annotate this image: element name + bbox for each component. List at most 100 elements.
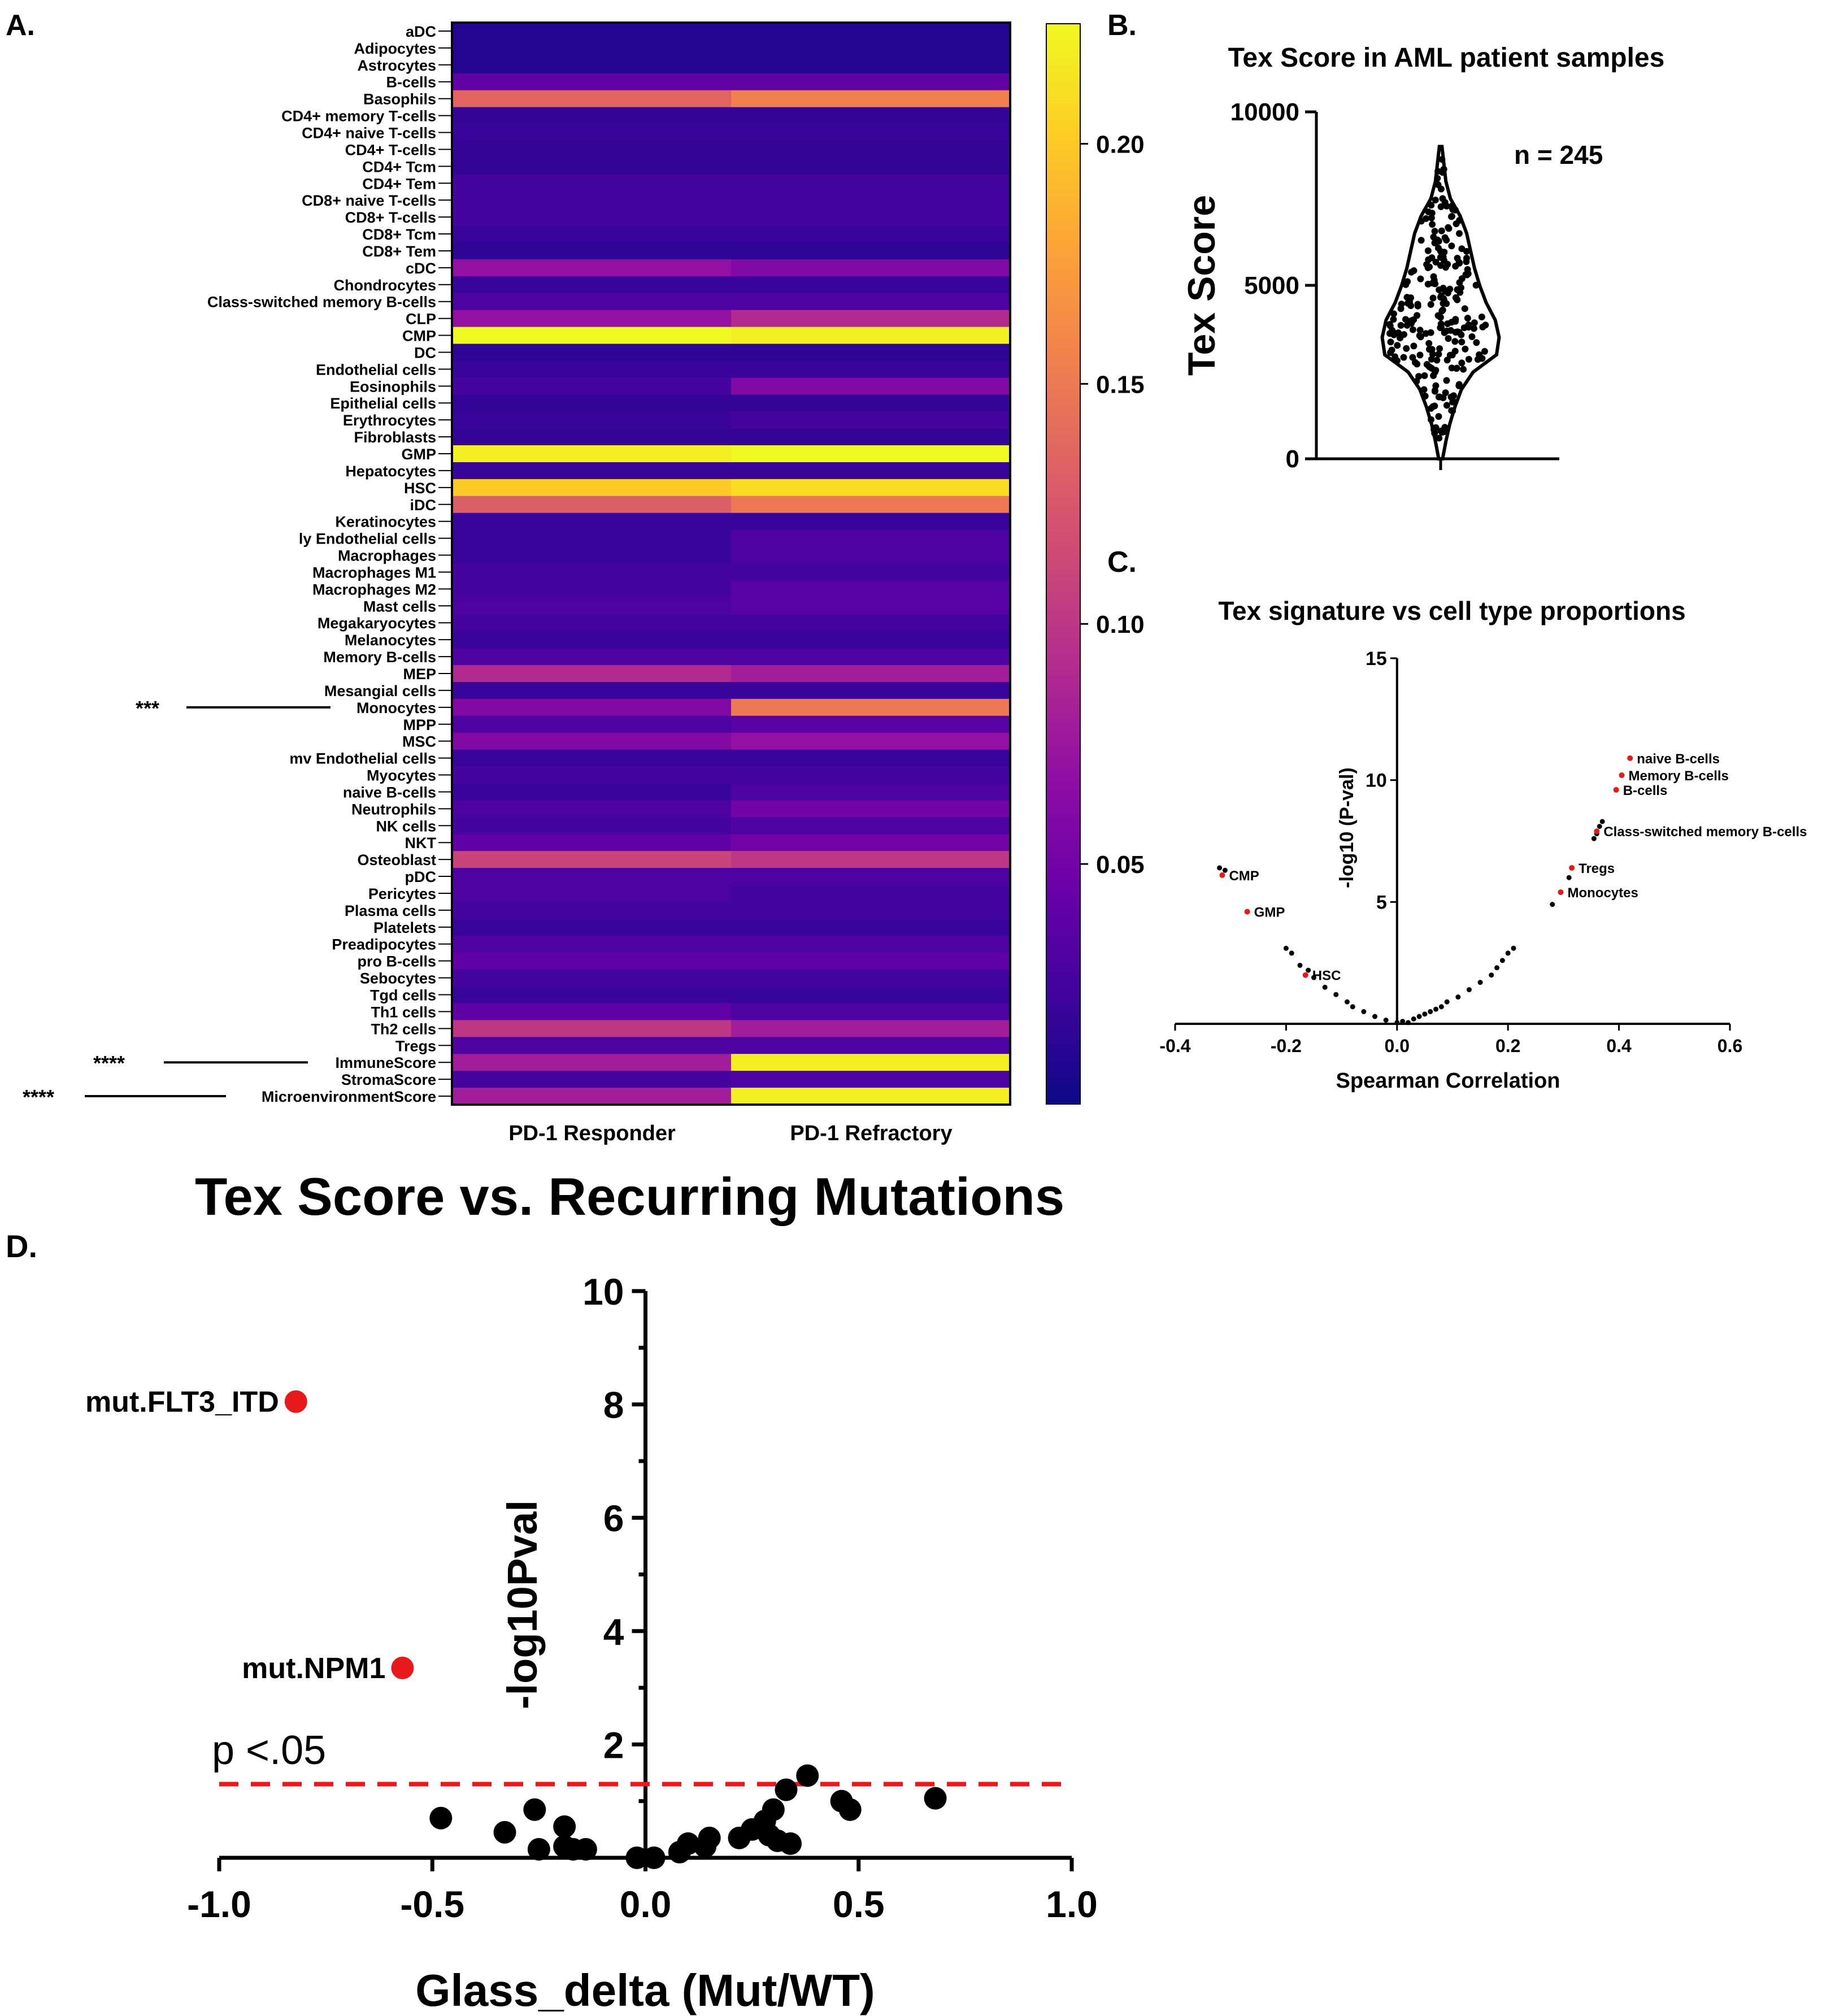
panel-c-point — [1372, 1014, 1378, 1019]
panel-d-point — [796, 1764, 819, 1787]
panel-c-y-tick-label: 5 — [1376, 892, 1387, 913]
panel-d-y-tick-label: 4 — [603, 1611, 624, 1653]
panel-d-highlight-point — [391, 1656, 414, 1679]
panel-c: C. Tex signature vs cell type proportion… — [1107, 546, 1807, 1093]
heatmap-row-label: CD8+ Tcm — [362, 226, 436, 243]
violin-dot — [1422, 215, 1429, 222]
violin-dot — [1427, 301, 1434, 308]
panel-a-letter: A. — [6, 9, 35, 42]
heatmap-cell — [731, 411, 1010, 429]
panel-c-point — [1433, 1006, 1439, 1012]
violin-dot — [1409, 354, 1416, 361]
violin-dot — [1432, 258, 1440, 266]
violin-dot — [1387, 338, 1394, 346]
violin-dot — [1434, 312, 1442, 319]
significance-markers: *********** — [23, 697, 331, 1109]
heatmap-cell — [452, 546, 731, 564]
violin-dot — [1479, 323, 1486, 331]
heatmap-cell — [731, 23, 1010, 40]
heatmap-row-label: Mast cells — [363, 598, 436, 615]
violin-dot — [1473, 339, 1480, 346]
panel-c-point — [1311, 975, 1316, 980]
panel-c-point — [1411, 1016, 1416, 1022]
heatmap-row-label: mv Endothelial cells — [289, 750, 436, 767]
panel-d-letter: D. — [6, 1228, 37, 1264]
heatmap-cell — [731, 1003, 1010, 1020]
heatmap-cells — [452, 23, 1010, 1105]
violin-dot — [1441, 424, 1449, 431]
heatmap-row-label: Osteoblast — [357, 851, 436, 868]
heatmap-cell — [731, 648, 1010, 666]
heatmap-cell — [452, 1088, 731, 1105]
violin-dot — [1394, 342, 1401, 349]
panel-c-point-label: GMP — [1254, 905, 1285, 920]
panel-c-point — [1422, 1011, 1428, 1017]
violin-dot — [1420, 386, 1428, 393]
panel-c-x-tick-label: 0.2 — [1495, 1036, 1520, 1056]
violin-dot — [1440, 257, 1447, 264]
violin-dot — [1410, 342, 1417, 350]
panel-c-y-tick-label: 15 — [1366, 648, 1387, 670]
violin-dot — [1435, 350, 1442, 358]
threshold-label: p <.05 — [212, 1728, 326, 1773]
panel-d-point — [642, 1846, 666, 1869]
violin-dot — [1437, 324, 1444, 332]
panel-c-point — [1217, 865, 1223, 871]
violin-dot — [1390, 310, 1397, 318]
heatmap-cell — [452, 952, 731, 970]
panel-c-point — [1428, 1009, 1433, 1014]
heatmap-cell — [731, 394, 1010, 412]
panel-c-point — [1400, 1019, 1406, 1024]
heatmap-row-label: Myocytes — [367, 767, 436, 784]
panel-c-point — [1599, 819, 1605, 824]
heatmap-cell — [731, 377, 1010, 395]
panel-b-ylabel: Tex Score — [1180, 195, 1223, 376]
panel-b-y-ticks: 10000 5000 0 — [1230, 98, 1316, 473]
violin-dot — [1478, 313, 1485, 320]
violin-dot — [1395, 329, 1402, 336]
heatmap-row-label: cDC — [406, 260, 436, 277]
heatmap-cell — [731, 1037, 1010, 1054]
panel-c-point — [1322, 984, 1328, 990]
heatmap-cell — [731, 698, 1010, 716]
heatmap-cell — [731, 496, 1010, 514]
heatmap-cell — [731, 259, 1010, 277]
heatmap-cell — [452, 665, 731, 683]
panel-d-title: Tex Score vs. Recurring Mutations — [195, 1167, 1064, 1226]
heatmap-row-label: Memory B-cells — [323, 649, 436, 666]
heatmap-row-label: Neutrophils — [351, 801, 436, 818]
heatmap-row-label: Platelets — [373, 919, 436, 936]
panel-c-xlabel: Spearman Correlation — [1336, 1069, 1560, 1093]
violin-dot — [1436, 286, 1443, 293]
panel-c-point-label: B-cells — [1623, 783, 1668, 798]
heatmap-row-label: Hepatocytes — [345, 463, 436, 480]
panel-b-n-annotation: n = 245 — [1514, 140, 1603, 170]
violin-dot — [1408, 268, 1415, 276]
heatmap-cell — [731, 918, 1010, 936]
heatmap-cell — [731, 732, 1010, 750]
panel-d-xlabel: Glass_delta (Mut/WT) — [415, 1965, 875, 2015]
panel-d-point — [625, 1846, 649, 1869]
heatmap-row-label: Basophils — [363, 91, 436, 108]
heatmap-cell — [731, 969, 1010, 987]
violin-dot — [1465, 355, 1472, 363]
violin-dot — [1390, 316, 1397, 323]
heatmap-cell — [731, 1054, 1010, 1071]
panel-c-point — [1306, 967, 1311, 973]
heatmap-cell — [452, 310, 731, 328]
violin-dot — [1400, 331, 1407, 338]
heatmap-cell — [731, 56, 1010, 74]
panel-c-point — [1222, 867, 1228, 873]
violin-dot — [1417, 333, 1424, 341]
violin-dot — [1402, 316, 1409, 323]
heatmap-cell — [452, 868, 731, 885]
violin-dot — [1437, 247, 1444, 255]
violin-dot — [1428, 355, 1435, 363]
violin-dot — [1455, 230, 1463, 237]
heatmap-frame — [451, 21, 1011, 1106]
panel-c-point — [1297, 962, 1303, 968]
violin-dot — [1444, 289, 1451, 297]
heatmap-row-label: MicroenvironmentScore — [262, 1088, 436, 1105]
heatmap-cell — [731, 580, 1010, 598]
